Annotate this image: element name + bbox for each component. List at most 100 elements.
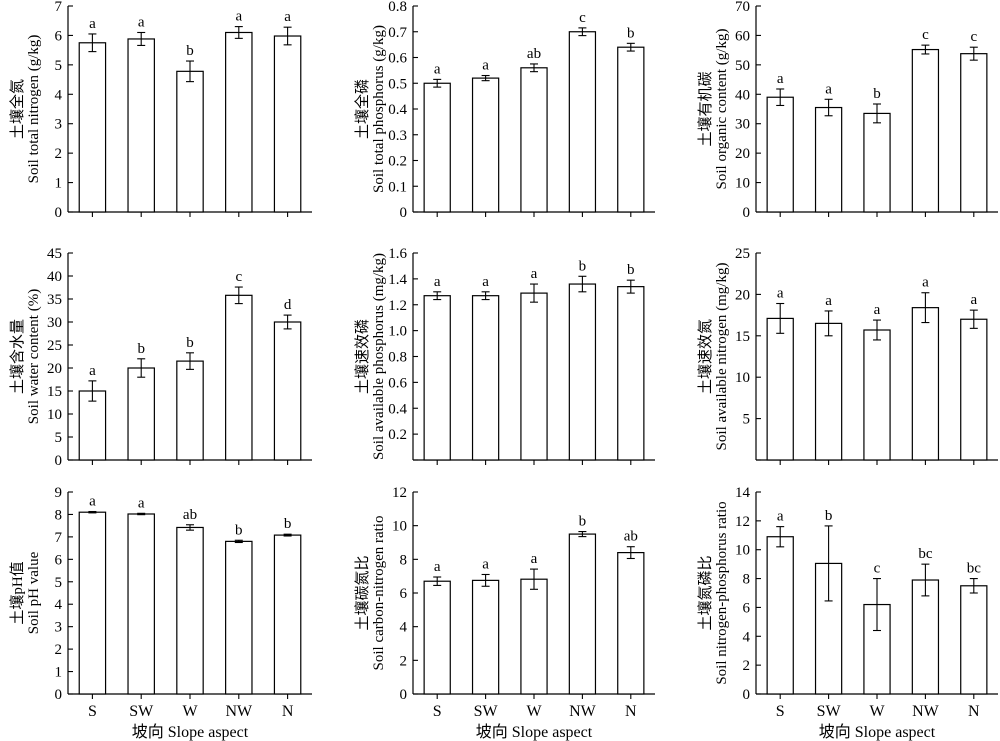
bar <box>520 292 548 461</box>
significance-letter: a <box>531 266 538 282</box>
significance-letter: ab <box>624 529 638 545</box>
bar <box>960 585 988 695</box>
y-tick-label: 12 <box>735 514 750 530</box>
bar <box>617 286 645 461</box>
y-axis-title-cn: 土壤pH值 <box>8 561 26 624</box>
bar <box>766 96 794 213</box>
y-tick-label: 6 <box>55 552 63 568</box>
y-tick-label: 0.5 <box>388 76 407 92</box>
y-tick-label: 50 <box>735 58 750 74</box>
bar <box>863 112 891 213</box>
bar <box>814 322 843 461</box>
y-tick-label: 0.4 <box>388 401 407 417</box>
y-tick-label: 15 <box>47 384 62 400</box>
bar <box>814 106 843 213</box>
significance-letter: b <box>579 514 587 530</box>
x-tick-label: NW <box>225 703 253 720</box>
y-axis-title: Soil organic content (g/kg) <box>714 29 730 190</box>
significance-letter: a <box>970 292 977 308</box>
bar <box>423 82 451 213</box>
significance-letter: b <box>579 258 587 274</box>
y-tick-label: 8 <box>400 552 408 568</box>
significance-letter: a <box>434 61 441 77</box>
x-tick-label: W <box>182 703 198 720</box>
significance-letter: b <box>186 335 194 351</box>
significance-letter: a <box>482 58 489 74</box>
y-tick-label: 5 <box>55 575 63 591</box>
significance-letter: a <box>138 495 145 511</box>
bar <box>127 513 155 695</box>
y-tick-label: 40 <box>735 87 750 103</box>
y-tick-label: 0.7 <box>388 25 407 41</box>
panel-7: 0 1 2 3 4 5 6 7 8 9 a Sa SW ab Wb NW b N 土壤pH值 Soil pH valu… <box>8 485 312 741</box>
y-tick-label: 10 <box>735 543 750 559</box>
x-tick-label: NW <box>912 703 940 720</box>
y-tick-label: 7 <box>55 0 63 15</box>
bar <box>863 329 891 461</box>
y-tick-label: 4 <box>743 629 751 645</box>
bar <box>568 533 597 695</box>
panel-3: 0 10 20 30 40 50 60 70 a a b c c 土壤有机碳 Soil organic co… <box>696 0 998 221</box>
significance-letter: b <box>235 522 243 538</box>
y-tick-label: 2 <box>55 146 63 162</box>
x-tick-label: W <box>526 703 542 720</box>
significance-letter: a <box>777 286 784 302</box>
y-axis-title: Soil nitrogen-phosphorus ratio <box>714 501 730 684</box>
y-tick-label: 30 <box>735 117 750 133</box>
y-tick-label: 5 <box>55 58 63 74</box>
y-tick-label: 10 <box>735 370 750 386</box>
bar <box>911 48 940 213</box>
bar <box>617 551 645 695</box>
significance-letter: b <box>284 516 292 532</box>
y-tick-label: 3 <box>55 620 63 636</box>
bar <box>960 53 988 213</box>
bar <box>127 367 155 461</box>
significance-letter: a <box>434 559 441 575</box>
y-tick-label: 10 <box>392 519 407 535</box>
y-tick-label: 6 <box>743 600 751 616</box>
bar <box>423 295 451 461</box>
x-tick-label: N <box>282 703 294 720</box>
y-axis-title-cn: 土壤氮磷比 <box>696 555 714 630</box>
y-tick-label: 8 <box>743 572 751 588</box>
y-axis-title-cn: 土壤碳氮比 <box>353 555 371 630</box>
x-tick-label: SW <box>817 703 842 720</box>
significance-letter: b <box>825 508 833 524</box>
y-tick-label: 8 <box>55 507 63 523</box>
significance-letter: a <box>874 302 881 318</box>
bar <box>78 390 107 461</box>
y-tick-label: 5 <box>55 430 63 446</box>
y-tick-label: 60 <box>735 28 750 44</box>
y-tick-label: 4 <box>400 620 408 636</box>
significance-letter: a <box>531 551 538 567</box>
y-tick-label: 0 <box>55 687 63 703</box>
y-tick-label: 0 <box>743 205 751 221</box>
x-axis-title: 坡向 Slope aspect <box>132 723 249 741</box>
y-tick-label: 14 <box>735 485 751 501</box>
panel-2: 0 0.1 0.2 0.3 0.4 0.5 0.6 0.7 0.8 a a ab c b 土壤全磷 Soil … <box>353 0 655 221</box>
y-tick-label: 45 <box>47 246 62 262</box>
y-tick-label: 1.2 <box>388 298 407 314</box>
y-axis-title: Soil total phosphorus (g/kg) <box>371 25 387 193</box>
x-tick-label: N <box>625 703 637 720</box>
y-tick-label: 1 <box>55 665 63 681</box>
y-tick-label: 0 <box>743 687 751 703</box>
bar <box>911 307 940 461</box>
bar <box>176 70 204 213</box>
significance-letter: a <box>89 494 96 510</box>
significance-letter: a <box>89 363 96 379</box>
x-tick-label: S <box>433 703 442 720</box>
significance-letter: b <box>186 43 194 59</box>
bar <box>176 360 204 461</box>
y-axis-title-cn: 土壤含水量 <box>8 319 26 394</box>
x-tick-label: S <box>776 703 785 720</box>
bar <box>911 579 940 695</box>
significance-letter: a <box>89 16 96 32</box>
significance-letter: bc <box>918 546 933 562</box>
y-tick-label: 0.2 <box>388 427 407 443</box>
significance-letter: c <box>874 561 881 577</box>
y-tick-label: 2 <box>55 642 63 658</box>
bar <box>568 31 597 213</box>
x-tick-label: NW <box>569 703 597 720</box>
